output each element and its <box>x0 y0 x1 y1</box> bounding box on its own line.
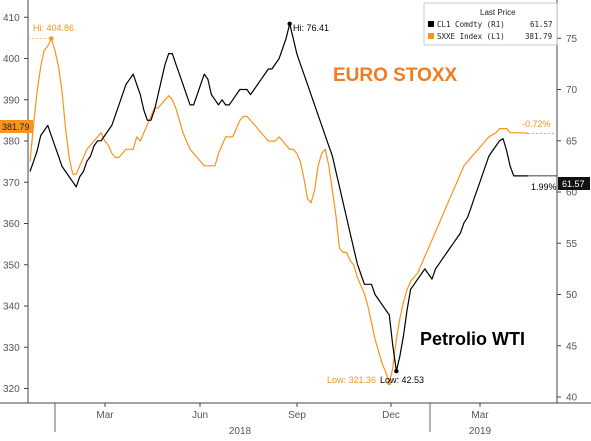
sxxe-series-line <box>29 37 529 384</box>
cl1-series-line <box>29 23 528 372</box>
right-tick-label: 70 <box>566 85 578 96</box>
left-tick-label: 390 <box>3 95 20 106</box>
x-year-label: 2018 <box>229 426 252 437</box>
x-tick-label: Sep <box>288 410 306 421</box>
left-tick-label: 370 <box>3 178 20 189</box>
left-y-axis: 320 330 340 350 360 370 380 390 400 410 <box>3 13 28 395</box>
sxxe-low-label: Low: 321.36 <box>327 375 376 385</box>
left-tick-label: 380 <box>3 137 20 148</box>
left-tick-label: 340 <box>3 302 20 313</box>
right-y-axis: 40 45 50 55 60 65 70 75 <box>557 34 578 404</box>
left-tick-label: 330 <box>3 343 20 354</box>
legend-entry-cl1: CL1 Comdty (R1) 61.57 <box>428 20 553 29</box>
x-year-label: 2019 <box>469 426 492 437</box>
petrolio-wti-label: Petrolio WTI <box>420 329 525 349</box>
right-tick-label: 55 <box>566 239 578 250</box>
right-tick-label: 60 <box>566 188 578 199</box>
legend-name-cl1: CL1 Comdty (R1) <box>437 20 505 29</box>
left-tick-label: 350 <box>3 260 20 271</box>
right-tick-label: 45 <box>566 341 578 352</box>
right-tick-label: 65 <box>566 136 578 147</box>
cl1-high-label: Hi: 76.41 <box>293 23 329 33</box>
x-tick-label: Mar <box>96 410 114 421</box>
left-tick-label: 320 <box>3 384 20 395</box>
right-tick-label: 50 <box>566 290 578 301</box>
cl1-high-marker <box>287 21 292 26</box>
x-tick-label: Jun <box>192 410 208 421</box>
x-tick-label: Mar <box>471 410 489 421</box>
sxxe-last-value: 381.79 <box>2 122 30 132</box>
cl1-low-marker <box>394 368 399 374</box>
legend-value-sxxe: 381.79 <box>525 32 552 41</box>
cl1-last-value-flag <box>558 177 590 190</box>
legend: Last Price CL1 Comdty (R1) 61.57 SXXE In… <box>423 2 558 46</box>
legend-title: Last Price <box>480 8 516 17</box>
legend-entry-sxxe: SXXE Index (L1) 381.79 <box>428 32 552 41</box>
cl1-change-label: 1.99% <box>531 182 557 192</box>
left-tick-label: 410 <box>3 13 20 24</box>
x-axis: Mar Jun Sep Dec Mar 2018 2019 <box>54 403 492 437</box>
left-tick-label: 360 <box>3 219 20 230</box>
cl1-last-value: 61.57 <box>562 179 585 189</box>
sxxe-change-label: -0.72% <box>522 119 551 129</box>
x-tick-label: Dec <box>382 410 400 421</box>
legend-value-cl1: 61.57 <box>530 20 553 29</box>
sxxe-low-marker <box>387 380 392 386</box>
right-tick-label: 75 <box>566 34 578 45</box>
sxxe-last-value-flag <box>0 120 33 133</box>
euro-stoxx-label: EURO STOXX <box>333 65 458 86</box>
legend-name-sxxe: SXXE Index (L1) <box>437 32 505 41</box>
sxxe-high-label: Hi: 404.86 <box>33 23 74 33</box>
series-layer <box>28 21 557 386</box>
right-tick-label: 40 <box>566 393 578 404</box>
legend-swatch-sxxe <box>428 33 434 39</box>
legend-swatch-cl1 <box>428 21 434 27</box>
sxxe-high-marker <box>49 36 54 41</box>
left-tick-label: 400 <box>3 54 20 65</box>
cl1-low-label: Low: 42.53 <box>380 375 424 385</box>
